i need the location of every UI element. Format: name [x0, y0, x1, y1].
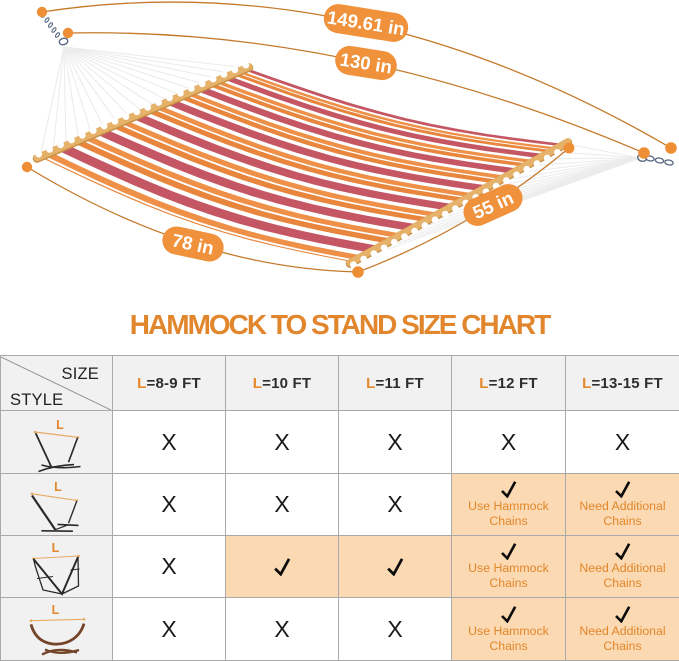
svg-text:L: L: [56, 418, 64, 432]
svg-text:L: L: [52, 603, 60, 617]
svg-text:STYLE: STYLE: [10, 391, 63, 409]
svg-text:L: L: [52, 541, 60, 555]
svg-text:SIZE: SIZE: [62, 365, 99, 383]
svg-text:L: L: [54, 480, 62, 494]
